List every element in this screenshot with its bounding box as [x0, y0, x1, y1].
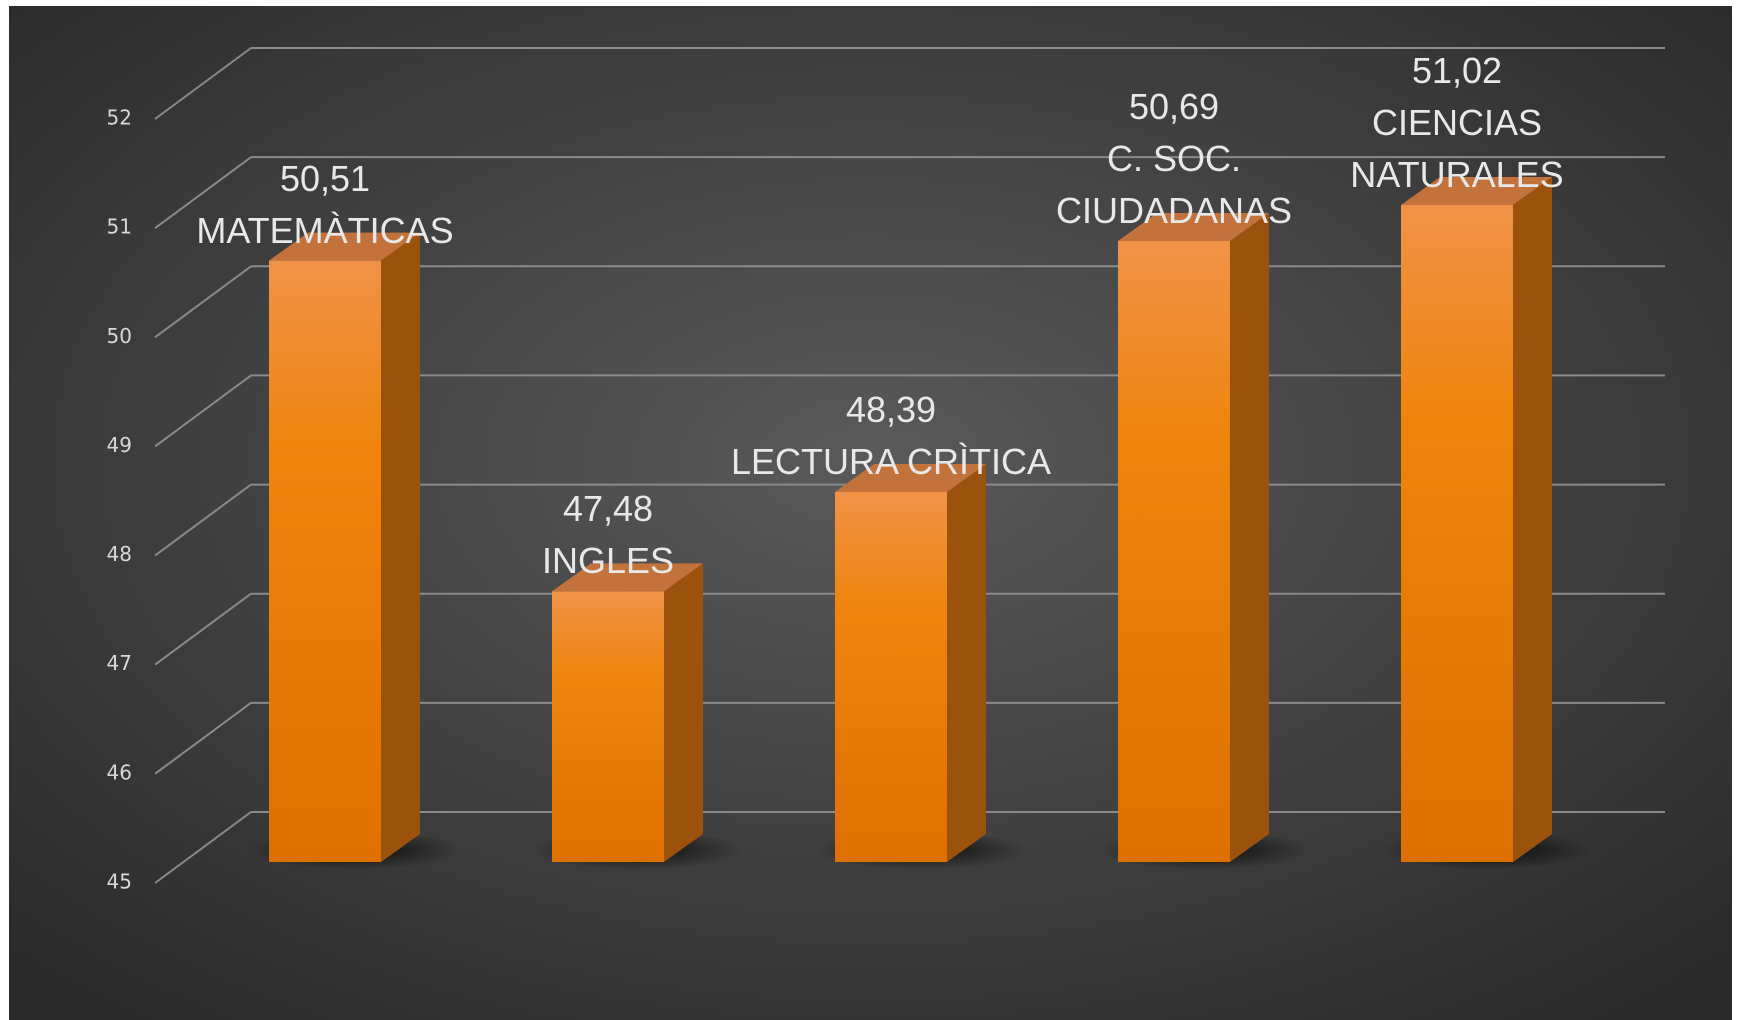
data-label: 50,51 MATEMÀTICAS	[196, 153, 453, 257]
y-tick-label: 52	[107, 106, 132, 130]
value-label: 50,69	[1128, 85, 1220, 127]
bar-side	[664, 563, 703, 862]
y-tick-label: 49	[107, 433, 132, 457]
value-label: 51,02	[1411, 49, 1503, 91]
bar	[1118, 240, 1230, 862]
y-tick-label: 48	[107, 542, 132, 566]
value-label: 47,48	[562, 488, 654, 530]
y-tick-label: 45	[107, 870, 132, 894]
bar	[835, 492, 947, 862]
bar-top	[1401, 176, 1552, 205]
category-label: C. SOC. CIUDADANAS	[1055, 137, 1293, 231]
bar-side	[947, 464, 986, 862]
bar-top	[269, 232, 420, 261]
category-label: INGLES	[541, 540, 675, 582]
bar	[269, 260, 381, 862]
bar-top	[552, 563, 703, 592]
value-label: 48,39	[845, 389, 937, 430]
grid-line	[154, 47, 252, 120]
bar-side	[1230, 212, 1269, 862]
y-tick-label: 46	[107, 760, 132, 784]
y-tick-label: 50	[107, 324, 132, 348]
category-label: LECTURA CRÌTICA	[730, 441, 1052, 482]
data-label: 51,02 CIENCIAS NATURALES	[1350, 45, 1563, 201]
bar	[1401, 204, 1513, 862]
grid-line	[154, 592, 252, 666]
category-label: CIENCIAS NATURALES	[1350, 101, 1564, 195]
value-label: 50,51	[279, 157, 371, 199]
bar-side	[381, 232, 420, 862]
data-label: 48,39 LECTURA CRÌTICA	[731, 384, 1051, 488]
data-label: 47,48 INGLES	[542, 483, 674, 587]
bar-top	[835, 464, 986, 493]
grid-line	[154, 374, 252, 448]
grid-line	[154, 702, 252, 775]
grid-line	[154, 265, 252, 339]
bar-top	[1118, 212, 1269, 241]
bar-side	[1513, 176, 1552, 862]
grid-line	[154, 483, 252, 557]
bar	[552, 591, 664, 862]
grid-line	[154, 156, 252, 229]
data-label: 50,69 C. SOC. CIUDADANAS	[1056, 81, 1292, 237]
grid-line	[154, 811, 252, 884]
y-tick-label: 47	[107, 651, 132, 675]
y-tick-label: 51	[107, 215, 132, 239]
category-label: MATEMÀTICAS	[196, 209, 454, 251]
